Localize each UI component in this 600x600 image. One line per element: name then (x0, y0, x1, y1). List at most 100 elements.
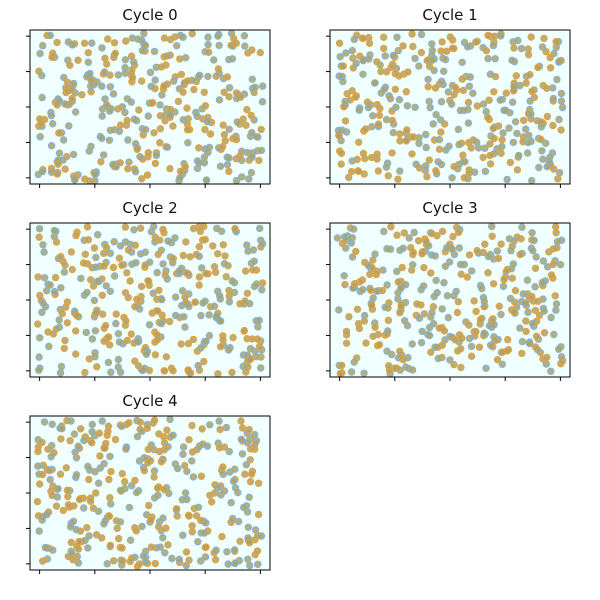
data-point (555, 57, 563, 65)
data-point (205, 48, 213, 56)
data-point (152, 151, 161, 160)
data-point (154, 250, 162, 259)
data-point (33, 497, 42, 506)
data-point (542, 139, 550, 147)
data-point (359, 70, 367, 78)
data-point (350, 280, 359, 288)
data-point (142, 126, 150, 134)
data-point (432, 276, 440, 285)
data-point (553, 75, 561, 84)
data-point (380, 227, 388, 236)
data-point (440, 327, 449, 335)
data-point (123, 269, 131, 277)
data-point (489, 280, 498, 288)
data-point (87, 276, 95, 284)
data-point (154, 491, 162, 499)
data-point (105, 333, 113, 341)
data-point (463, 43, 472, 51)
data-point (131, 168, 140, 176)
data-point (399, 42, 407, 50)
data-point (471, 168, 479, 176)
data-point (156, 543, 165, 551)
data-point (82, 328, 90, 337)
data-point (70, 430, 79, 438)
data-point (173, 512, 181, 520)
data-point (197, 344, 205, 352)
data-point (188, 528, 197, 536)
data-point (151, 76, 159, 84)
data-point (529, 246, 537, 255)
data-point (74, 545, 83, 553)
data-point (526, 70, 534, 79)
scatter-plot (26, 29, 271, 188)
data-point (340, 272, 348, 280)
data-point (464, 98, 473, 107)
data-point (46, 475, 54, 484)
data-point (61, 100, 69, 108)
data-point (81, 368, 89, 377)
data-point (236, 151, 245, 160)
data-point (171, 234, 179, 242)
data-point (425, 323, 434, 332)
data-point (179, 443, 188, 451)
data-point (106, 341, 114, 349)
data-point (398, 263, 406, 272)
data-point (531, 264, 540, 272)
data-point (157, 63, 166, 71)
data-point (64, 38, 73, 46)
data-point (47, 111, 56, 120)
data-point (101, 95, 109, 103)
data-point (160, 34, 169, 42)
data-point (415, 314, 424, 322)
data-point (55, 149, 64, 157)
data-point (454, 228, 463, 237)
data-point (254, 323, 262, 331)
data-point (392, 103, 400, 111)
data-point (105, 475, 113, 484)
data-point (72, 231, 80, 240)
data-point (488, 232, 496, 241)
data-point (458, 334, 466, 343)
data-point (58, 425, 66, 433)
data-point (94, 231, 102, 239)
data-point (348, 46, 357, 55)
data-point (350, 358, 358, 366)
data-point (495, 302, 504, 311)
data-point (437, 128, 445, 136)
data-point (35, 224, 44, 233)
data-point (214, 65, 223, 73)
data-point (432, 110, 440, 119)
data-point (369, 332, 377, 341)
data-point (186, 369, 194, 377)
data-point (509, 260, 518, 268)
data-point (463, 273, 472, 281)
data-point (388, 149, 396, 157)
data-point (254, 510, 263, 519)
data-point (134, 35, 142, 43)
data-point (525, 339, 534, 348)
data-point (214, 484, 222, 492)
data-point (362, 125, 370, 133)
data-point (514, 36, 522, 45)
data-point (80, 39, 89, 47)
data-point (360, 311, 369, 320)
data-point (425, 331, 434, 340)
data-point (176, 55, 184, 63)
data-point (188, 522, 196, 530)
data-point (225, 154, 233, 162)
data-point (103, 60, 111, 68)
data-point (163, 143, 172, 151)
data-point (401, 317, 409, 325)
data-point (521, 299, 530, 307)
data-point (248, 335, 256, 343)
data-point (232, 39, 241, 47)
data-point (86, 69, 94, 78)
data-point (443, 292, 452, 300)
data-point (131, 553, 139, 562)
data-point (245, 175, 253, 183)
data-point (74, 442, 82, 450)
data-point (161, 549, 169, 557)
data-point (209, 242, 217, 250)
data-point (118, 544, 126, 552)
data-point (373, 100, 381, 109)
